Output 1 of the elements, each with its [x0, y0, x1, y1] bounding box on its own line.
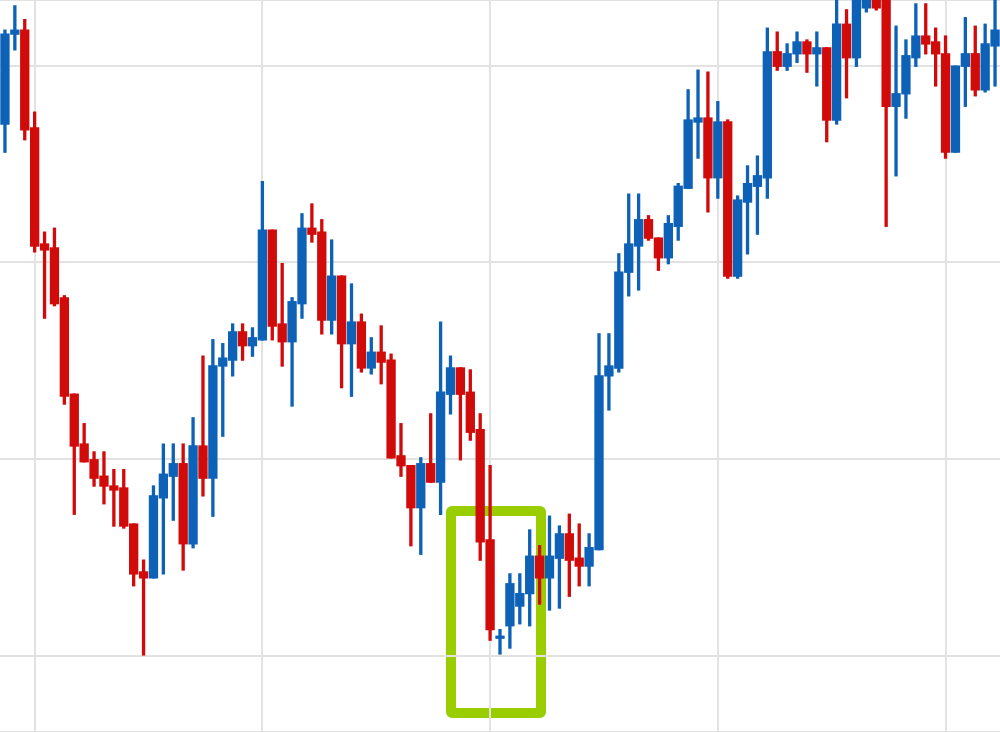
- candlestick: [198, 355, 208, 497]
